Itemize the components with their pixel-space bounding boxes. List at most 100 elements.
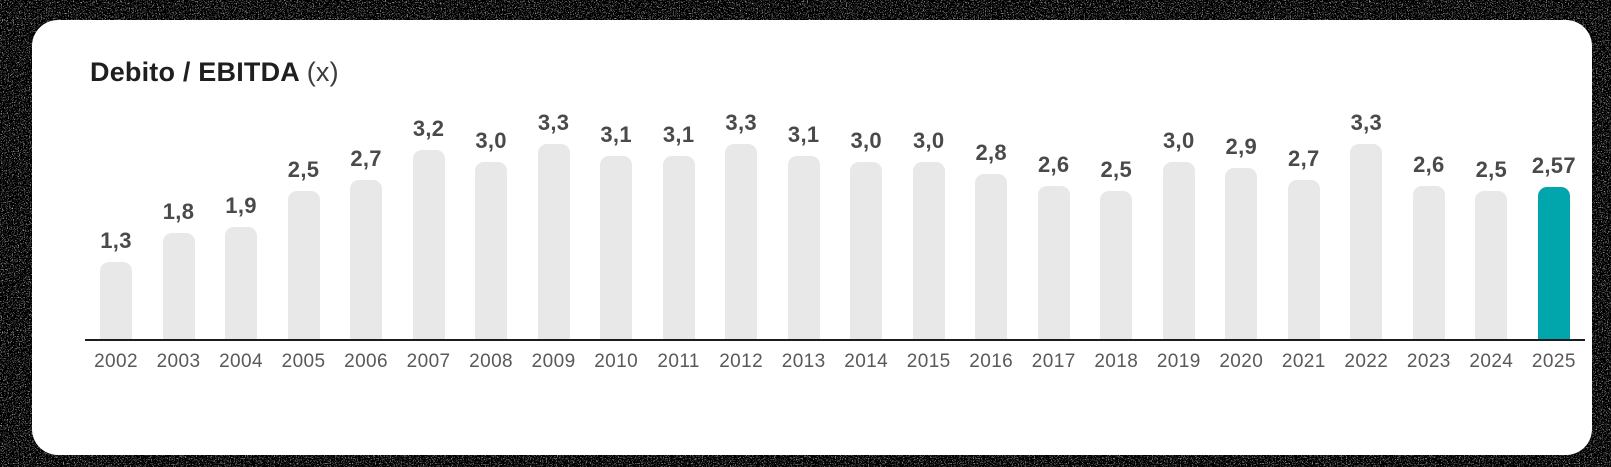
chart-title: Debito / EBITDA (x) — [90, 56, 339, 88]
year-label: 2011 — [657, 351, 700, 372]
bar-column: 3,3 — [523, 110, 585, 339]
bar — [600, 156, 633, 339]
highlighted-bar — [1537, 187, 1570, 339]
chart-card: Debito / EBITDA (x) 1,3 1,8 1,9 2,5 2,7 3,2 3,… — [32, 20, 1592, 455]
bar-value-label: 2,7 — [350, 146, 382, 171]
bar — [537, 144, 570, 339]
bar — [787, 156, 820, 339]
bar — [1412, 186, 1445, 339]
year-label: 2019 — [1156, 351, 1201, 372]
year-label: 2017 — [1031, 351, 1076, 372]
bar-value-label: 2,5 — [287, 157, 320, 182]
bar-value-label: 2,57 — [1531, 153, 1576, 178]
bar-value-label: 3,0 — [1163, 128, 1195, 153]
bar-value-label: 1,8 — [162, 199, 195, 224]
bar-value-label: 2,8 — [975, 140, 1007, 165]
bar-column: 3,1 — [648, 122, 710, 339]
year-label: 2020 — [1219, 351, 1264, 372]
bar — [1475, 191, 1508, 339]
year-label: 2003 — [156, 351, 201, 372]
bar — [1225, 168, 1258, 339]
year-label: 2007 — [406, 351, 451, 372]
bar-column: 3,0 — [898, 128, 960, 339]
bar — [100, 262, 132, 339]
bar — [1162, 162, 1195, 339]
bar — [1037, 186, 1070, 339]
bar-column: 2,57 — [1523, 153, 1585, 339]
plot-area: 1,3 1,8 1,9 2,5 2,7 3,2 3,0 3,3 3,1 3,1 3,3 3,1 3,0 3… — [85, 80, 1585, 341]
bar-column: 2,6 — [1023, 152, 1085, 339]
year-label: 2025 — [1531, 351, 1576, 372]
bar-column: 3,0 — [460, 128, 522, 339]
bar-value-label: 3,3 — [725, 110, 757, 135]
bar-value-label: 3,3 — [537, 110, 570, 135]
bar-value-label: 3,1 — [662, 122, 695, 147]
bar-column: 3,3 — [710, 110, 772, 339]
year-label: 2016 — [969, 351, 1014, 372]
year-label: 2014 — [844, 351, 889, 372]
bar-column: 3,1 — [585, 122, 647, 339]
bar — [912, 162, 945, 339]
chart-title-text: Debito / EBITDA — [90, 57, 299, 87]
year-label: 2022 — [1344, 351, 1389, 372]
year-axis: 2002 2003 2004 2005 2006 2007 2008 2009 2010 2011… — [85, 351, 1585, 373]
year-label: 2008 — [469, 351, 514, 372]
bar-value-label: 3,0 — [475, 128, 507, 153]
bar — [1100, 191, 1133, 339]
bar — [725, 144, 758, 339]
bar-column: 2,6 — [1398, 152, 1460, 339]
bar-column: 3,0 — [835, 128, 897, 339]
bar-column: 3,2 — [398, 116, 460, 339]
year-label: 2009 — [531, 351, 576, 372]
bar-column: 2,5 — [273, 157, 335, 339]
bar-value-label: 3,2 — [412, 116, 445, 141]
bar-value-label: 2,5 — [1100, 157, 1132, 182]
bar-column: 2,5 — [1085, 157, 1147, 339]
bar — [662, 156, 695, 339]
bar-column: 3,0 — [1148, 128, 1210, 339]
bar-value-label: 2,9 — [1225, 134, 1258, 159]
bar-column: 3,3 — [1335, 110, 1397, 339]
x-axis-line — [85, 339, 1585, 341]
bar-column: 2,8 — [960, 140, 1022, 339]
year-label: 2005 — [281, 351, 326, 372]
year-label: 2018 — [1094, 351, 1139, 372]
bar — [412, 150, 445, 339]
bar-value-label: 2,7 — [1288, 146, 1320, 171]
year-label: 2013 — [781, 351, 826, 372]
bar-column: 2,9 — [1210, 134, 1272, 339]
bar — [162, 233, 195, 339]
bar — [975, 174, 1008, 339]
bar-value-label: 1,9 — [225, 193, 257, 218]
year-label: 2021 — [1281, 351, 1326, 372]
year-label: 2015 — [906, 351, 951, 372]
bar-value-label: 3,1 — [600, 122, 632, 147]
bar-column: 1,3 — [85, 228, 147, 339]
bar — [850, 162, 883, 339]
bar-value-label: 3,0 — [850, 128, 882, 153]
year-label: 2004 — [219, 351, 263, 372]
bar-column: 2,7 — [335, 146, 397, 339]
bar-value-label: 3,0 — [912, 128, 945, 153]
bar — [1287, 180, 1320, 339]
year-label: 2002 — [94, 351, 138, 372]
bar-value-label: 2,5 — [1475, 157, 1508, 182]
bar-value-label: 1,3 — [100, 228, 132, 253]
bar — [350, 180, 383, 339]
year-label: 2024 — [1469, 351, 1514, 372]
bar-value-label: 2,6 — [1037, 152, 1070, 177]
year-label: 2012 — [719, 351, 764, 372]
chart-title-unit-suffix: (x) — [306, 57, 339, 87]
year-label: 2006 — [344, 351, 388, 372]
bar — [225, 227, 258, 339]
bar — [1350, 144, 1383, 339]
year-label: 2023 — [1406, 351, 1451, 372]
bar — [287, 191, 320, 339]
bar-value-label: 3,3 — [1350, 110, 1383, 135]
bar-column: 1,9 — [210, 193, 272, 339]
bar-column: 1,8 — [148, 199, 210, 339]
bar-value-label: 3,1 — [787, 122, 820, 147]
bar-value-label: 2,6 — [1413, 152, 1445, 177]
bar-column: 2,7 — [1273, 146, 1335, 339]
bar-column: 2,5 — [1460, 157, 1522, 339]
